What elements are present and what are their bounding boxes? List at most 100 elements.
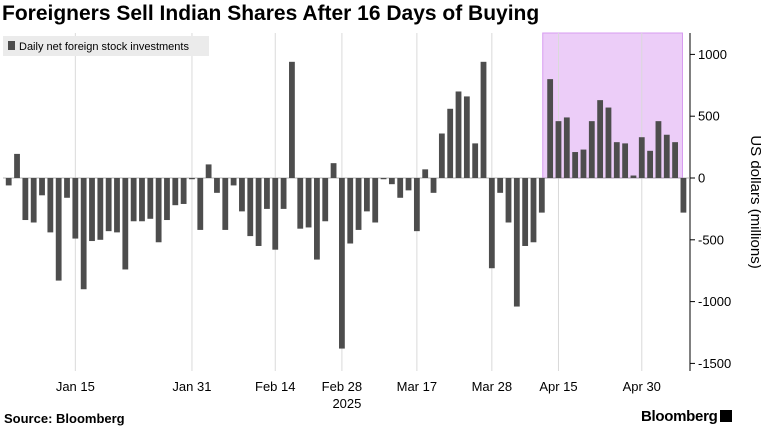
bar — [114, 178, 120, 233]
y-tick-label: 0 — [698, 171, 705, 186]
bar — [347, 178, 354, 244]
bar — [289, 61, 295, 178]
bar — [80, 178, 87, 290]
bar — [47, 178, 54, 233]
bar — [472, 143, 479, 178]
bar — [563, 117, 570, 178]
y-tick-label: 1000 — [698, 47, 727, 62]
bar — [189, 178, 195, 180]
bar — [172, 178, 179, 206]
bar — [322, 178, 329, 222]
x-tick-label: Feb 28 — [322, 379, 362, 394]
bar — [655, 121, 662, 178]
bar — [222, 178, 229, 230]
source-note: Source: Bloomberg — [4, 411, 125, 426]
bar — [55, 178, 62, 281]
bar — [314, 178, 320, 260]
highlight-region — [542, 32, 683, 179]
bar — [547, 79, 554, 178]
bar — [605, 107, 612, 178]
brand-text: Bloomberg — [641, 408, 718, 425]
bar — [663, 134, 670, 178]
bar — [380, 178, 387, 180]
x-tick-label: Feb 14 — [255, 379, 295, 394]
bar — [447, 108, 454, 178]
y-tick-label: -1500 — [698, 356, 731, 371]
bar — [588, 121, 595, 178]
bar — [30, 178, 37, 223]
bar — [5, 178, 12, 186]
bar — [463, 96, 470, 178]
bar — [72, 178, 79, 239]
bar — [405, 178, 412, 191]
bar — [430, 178, 437, 193]
bar — [205, 164, 212, 178]
bar — [438, 133, 445, 178]
bar — [480, 61, 487, 178]
x-year-label: 2025 — [332, 396, 361, 411]
x-tick-label: Jan 15 — [56, 379, 95, 394]
bar — [22, 178, 29, 221]
bar — [264, 178, 270, 209]
bar — [255, 178, 262, 246]
legend-box — [3, 36, 209, 56]
bar — [613, 142, 620, 178]
bar — [363, 178, 370, 212]
bar — [39, 178, 45, 196]
bar — [455, 91, 462, 178]
bar — [130, 178, 137, 222]
bar — [372, 178, 379, 223]
bar — [672, 142, 678, 178]
bar — [522, 178, 529, 246]
bar — [580, 149, 587, 178]
x-tick-label: Apr 15 — [539, 379, 577, 394]
bar — [647, 150, 654, 178]
bar — [280, 178, 287, 209]
bar — [97, 178, 104, 240]
bar — [538, 178, 545, 213]
x-tick-label: Apr 30 — [623, 379, 661, 394]
bar — [64, 178, 70, 198]
bar — [388, 178, 395, 185]
bar — [272, 178, 279, 250]
bar — [339, 178, 345, 349]
bar — [14, 153, 20, 178]
bar — [164, 178, 170, 221]
bar — [230, 178, 237, 186]
bar — [247, 178, 254, 237]
bar — [355, 178, 362, 230]
bar — [572, 152, 579, 178]
bar — [105, 178, 112, 232]
bar — [497, 178, 504, 193]
badge-icon — [720, 410, 733, 422]
x-tick-label: Mar 28 — [472, 379, 512, 394]
bar — [330, 163, 337, 178]
bar — [297, 178, 304, 229]
bar — [214, 178, 220, 193]
bar — [597, 100, 604, 178]
bar — [638, 137, 645, 178]
bar — [422, 169, 429, 178]
bar — [89, 178, 95, 242]
x-tick-label: Jan 31 — [172, 379, 211, 394]
bar — [139, 178, 145, 222]
bar — [239, 178, 245, 212]
bar — [680, 178, 687, 213]
bar — [122, 178, 129, 270]
bar — [305, 178, 312, 228]
y-tick-label: -500 — [698, 232, 724, 247]
bar — [630, 175, 637, 178]
y-tick-label: -1000 — [698, 294, 731, 309]
bar — [397, 178, 404, 198]
bar — [555, 121, 562, 178]
bar — [413, 178, 420, 232]
legend-swatch — [8, 41, 15, 50]
y-tick-label: 500 — [698, 109, 720, 124]
x-tick-label: Mar 17 — [397, 379, 437, 394]
legend-label: Daily net foreign stock investments — [19, 41, 189, 53]
bar — [155, 178, 162, 243]
bar — [622, 143, 629, 178]
chart-title: Foreigners Sell Indian Shares After 16 D… — [2, 2, 540, 25]
bar — [488, 178, 495, 269]
